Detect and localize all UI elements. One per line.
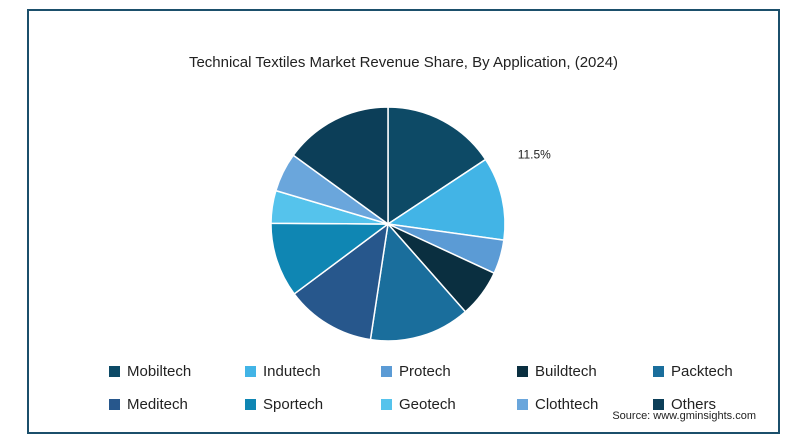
legend-swatch xyxy=(517,366,528,377)
legend-label: Others xyxy=(671,396,717,413)
legend-label: Geotech xyxy=(399,396,456,413)
legend-item-mobiltech: Mobiltech xyxy=(109,363,245,380)
data-label-indutech: 11.5% xyxy=(518,148,551,162)
legend-swatch xyxy=(653,366,664,377)
legend-swatch xyxy=(109,366,120,377)
legend-label: Mobiltech xyxy=(127,363,192,380)
legend-swatch xyxy=(381,366,392,377)
legend-swatch xyxy=(653,399,664,410)
legend-item-packtech: Packtech xyxy=(653,363,789,380)
legend-item-protech: Protech xyxy=(381,363,517,380)
pie-slice-meditech xyxy=(293,222,390,341)
pie-slice-indutech xyxy=(385,158,506,241)
legend-swatch xyxy=(245,399,256,410)
legend-swatch xyxy=(517,399,528,410)
source-note: Source: www.gminsights.com xyxy=(612,410,756,422)
legend-label: Meditech xyxy=(127,396,188,413)
pie-slice-packtech xyxy=(369,222,467,342)
legend-row: Meditech Sportech Geotech Clothtech Others xyxy=(109,388,789,421)
legend-swatch xyxy=(245,366,256,377)
pie-slice-mobiltech xyxy=(387,106,487,226)
pie-slice-others xyxy=(292,106,389,226)
legend-label: Clothtech xyxy=(535,396,599,413)
legend-label: Buildtech xyxy=(535,363,597,380)
legend-row: Mobiltech Indutech Protech Buildtech Packtec… xyxy=(109,355,789,388)
legend-swatch xyxy=(381,399,392,410)
legend-label: Indutech xyxy=(263,363,321,380)
legend-item-indutech: Indutech xyxy=(245,363,381,380)
chart-frame: Technical Textiles Market Revenue Share,… xyxy=(27,9,780,434)
legend-swatch xyxy=(109,399,120,410)
legend-label: Sportech xyxy=(263,396,324,413)
legend-item-buildtech: Buildtech xyxy=(517,363,653,380)
legend-item-geotech: Geotech xyxy=(381,396,517,413)
legend-item-meditech: Meditech xyxy=(109,396,245,413)
legend-item-sportech: Sportech xyxy=(245,396,381,413)
legend-item-clothtech: Clothtech xyxy=(517,396,653,413)
pie-slice-sportech xyxy=(270,222,391,296)
legend-label: Protech xyxy=(399,363,451,380)
legend-label: Packtech xyxy=(671,363,733,380)
legend-item-others: Others xyxy=(653,396,789,413)
legend: Mobiltech Indutech Protech Buildtech Packtec… xyxy=(109,355,789,421)
chart-title: Technical Textiles Market Revenue Share,… xyxy=(188,54,619,71)
